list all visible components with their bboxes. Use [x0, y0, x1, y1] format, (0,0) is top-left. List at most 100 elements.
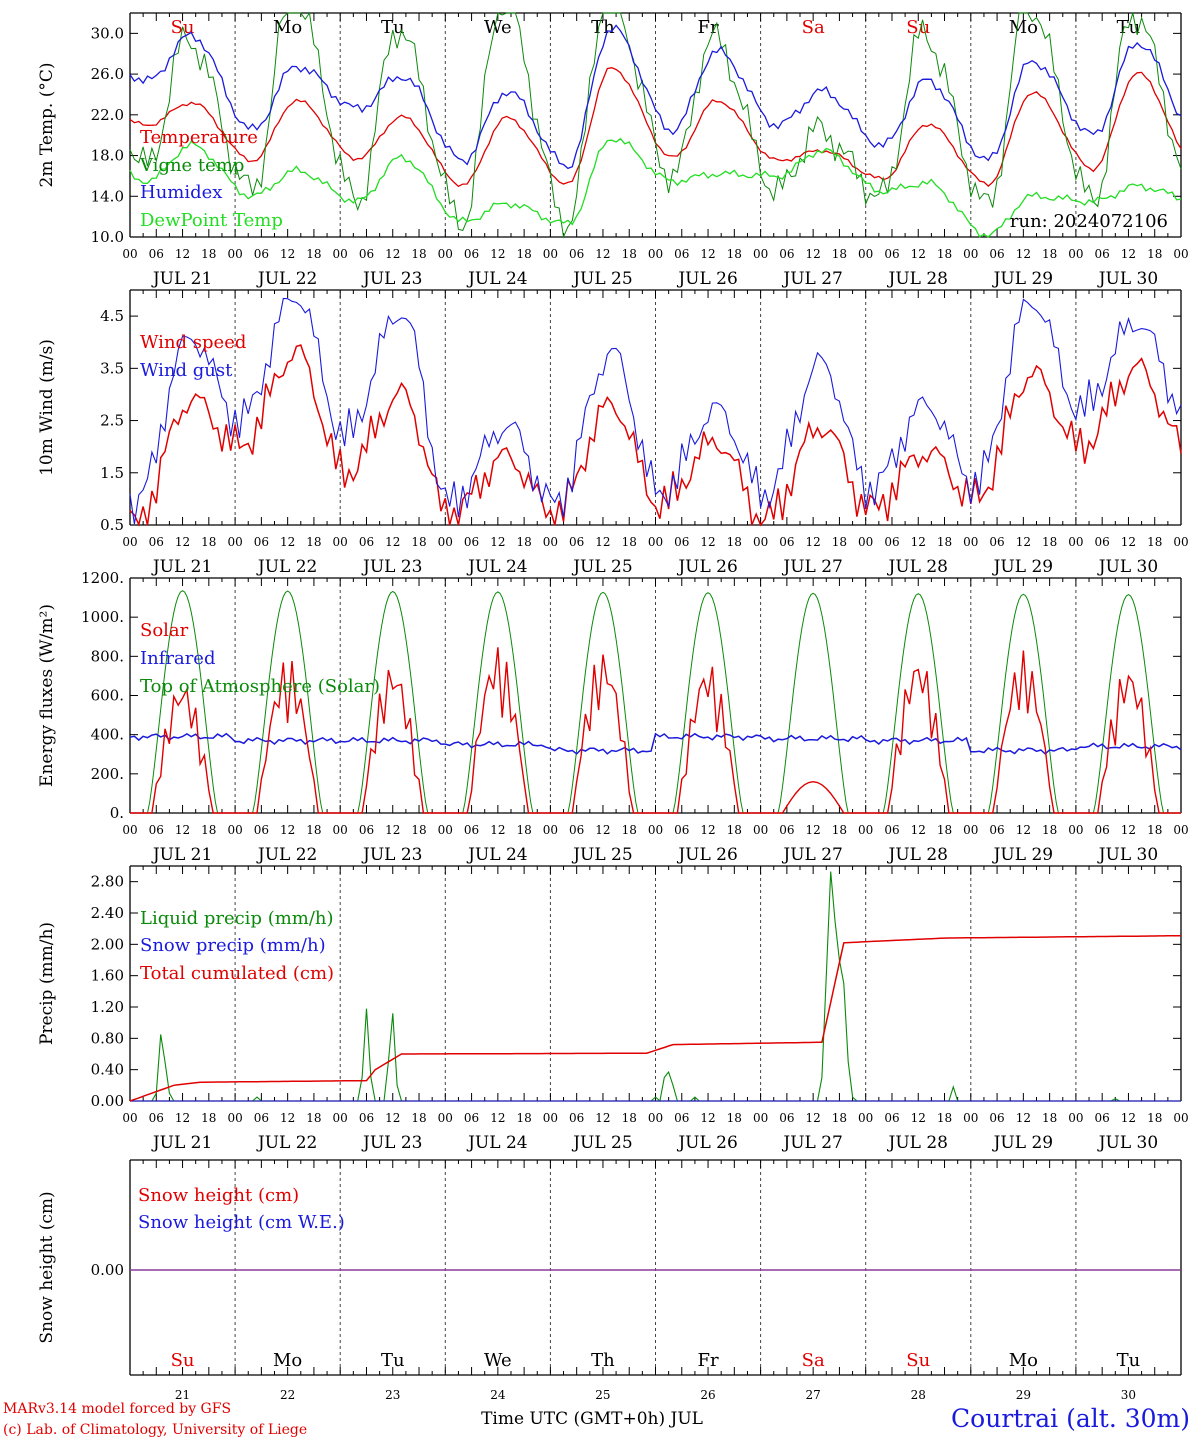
- weekday-label: Th: [591, 1350, 615, 1371]
- hour-label: 12: [175, 1111, 190, 1125]
- date-label: JUL 29: [992, 557, 1053, 577]
- hour-label: 06: [674, 823, 689, 837]
- hour-label: 00: [858, 823, 873, 837]
- hour-label: 00: [227, 535, 242, 549]
- y-tick-label: 0.00: [91, 1092, 124, 1110]
- hour-label: 00: [753, 247, 768, 261]
- date-label: JUL 21: [151, 557, 212, 577]
- y-tick-label: 30.0: [91, 24, 124, 42]
- hour-label: 18: [622, 1111, 637, 1125]
- hour-label: 06: [989, 1111, 1004, 1125]
- date-label: JUL 29: [992, 1133, 1053, 1153]
- hour-label: 18: [1147, 823, 1162, 837]
- hour-label: 12: [385, 535, 400, 549]
- hour-label: 06: [674, 1111, 689, 1125]
- hour-label: 06: [1095, 535, 1110, 549]
- date-label: JUL 24: [466, 845, 527, 865]
- date-label: JUL 22: [256, 845, 317, 865]
- date-label: JUL 30: [1097, 269, 1158, 289]
- y-tick-label: 0.40: [91, 1061, 124, 1079]
- hour-label: 00: [227, 823, 242, 837]
- hour-label: 12: [280, 247, 295, 261]
- hour-label: 06: [884, 823, 899, 837]
- y-tick-label: 200.: [91, 765, 124, 783]
- hour-label: 00: [963, 247, 978, 261]
- hour-label: 00: [438, 535, 453, 549]
- y-tick-label: 0.00: [91, 1261, 124, 1279]
- weekday-label: Tu: [381, 17, 405, 38]
- hour-label: 00: [227, 247, 242, 261]
- hour-label: 06: [1095, 1111, 1110, 1125]
- hour-label: 00: [122, 247, 137, 261]
- date-label: JUL 28: [887, 269, 948, 289]
- hour-label: 18: [411, 247, 426, 261]
- hour-label: 00: [1173, 535, 1188, 549]
- hour-label: 00: [438, 1111, 453, 1125]
- panel-1: 10.0 14.0 18.0 22.0 26.0 30.0 2m Temp. (°C) 00 0…: [37, 12, 1189, 289]
- weekday-label: Mo: [273, 1350, 302, 1371]
- date-label: JUL 21: [151, 269, 212, 289]
- hour-label: 18: [1042, 1111, 1057, 1125]
- hour-label: 00: [438, 823, 453, 837]
- hour-label: 06: [359, 823, 374, 837]
- legend-entry: Wind speed: [140, 332, 246, 353]
- y-tick-label: 2.5: [100, 412, 124, 430]
- day-number: 22: [280, 1388, 295, 1402]
- day-number: 24: [490, 1388, 506, 1402]
- date-label: JUL 21: [151, 1133, 212, 1153]
- legend-entry: DewPoint Temp: [140, 210, 283, 231]
- hour-label: 12: [806, 535, 821, 549]
- date-label: JUL 28: [887, 1133, 948, 1153]
- hour-label: 00: [333, 535, 348, 549]
- hour-label: 18: [727, 1111, 742, 1125]
- hour-label: 00: [648, 1111, 663, 1125]
- hour-label: 12: [911, 823, 926, 837]
- series-dewpoint-temp: [129, 137, 1182, 238]
- hour-label: 18: [832, 1111, 847, 1125]
- hour-label: 18: [1147, 535, 1162, 549]
- hour-label: 12: [385, 1111, 400, 1125]
- hour-label: 18: [516, 823, 531, 837]
- date-label: JUL 27: [781, 845, 842, 865]
- hour-label: 18: [306, 1111, 321, 1125]
- hour-label: 18: [306, 823, 321, 837]
- panel-2: 0.5 1.5 2.5 3.5 4.5 10m Wind (m/s) 00 06 12 18 JUL…: [37, 289, 1189, 577]
- y-tick-label: 14.0: [91, 187, 124, 205]
- date-label: JUL 23: [361, 1133, 422, 1153]
- weekday-label: Su: [906, 17, 930, 38]
- date-label: JUL 30: [1097, 1133, 1158, 1153]
- date-label: JUL 30: [1097, 557, 1158, 577]
- weekday-label: Mo: [1009, 17, 1038, 38]
- hour-label: 12: [175, 535, 190, 549]
- hour-label: 18: [201, 1111, 216, 1125]
- y-tick-label: 22.0: [91, 106, 124, 124]
- hour-label: 00: [648, 247, 663, 261]
- legend-entry: Solar: [140, 620, 189, 641]
- y-tick-label: 2.00: [91, 935, 124, 953]
- hour-label: 06: [254, 823, 269, 837]
- hour-label: 12: [700, 535, 715, 549]
- hour-label: 06: [884, 1111, 899, 1125]
- date-label: JUL 25: [571, 1133, 632, 1153]
- y-tick-label: 1.20: [91, 998, 124, 1016]
- hour-label: 06: [359, 1111, 374, 1125]
- hour-label: 06: [779, 823, 794, 837]
- hour-label: 18: [411, 1111, 426, 1125]
- hour-label: 06: [989, 247, 1004, 261]
- date-label: JUL 25: [571, 845, 632, 865]
- hour-label: 00: [753, 823, 768, 837]
- x-axis-label: Time UTC (GMT+0h) JUL: [481, 1409, 703, 1429]
- hour-label: 00: [1173, 1111, 1188, 1125]
- day-number: 21: [175, 1388, 190, 1402]
- hour-label: 00: [333, 247, 348, 261]
- y-tick-label: 2.80: [91, 873, 124, 891]
- hour-label: 06: [569, 823, 584, 837]
- hour-label: 12: [1016, 247, 1031, 261]
- day-number: 25: [595, 1388, 610, 1402]
- hour-label: 06: [254, 1111, 269, 1125]
- panel-3: 0. 200. 400. 600. 800. 1000. 1200. Energy fluxe…: [37, 569, 1189, 865]
- hour-label: 06: [569, 247, 584, 261]
- y-tick-label: 0.80: [91, 1029, 124, 1047]
- date-label: JUL 27: [781, 557, 842, 577]
